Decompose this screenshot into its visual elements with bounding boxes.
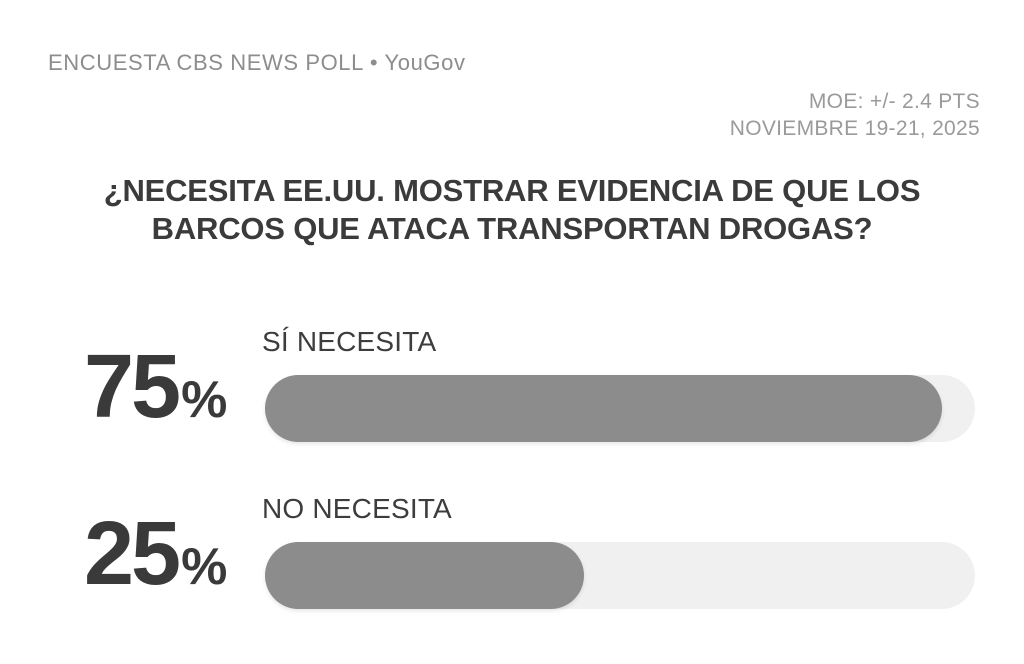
- poll-date-text: NOVIEMBRE 19-21, 2025: [729, 117, 980, 140]
- bar-track-si: [265, 375, 975, 442]
- margin-of-error-text: MOE: +/- 2.4 PTS: [808, 90, 980, 113]
- percent-sign: %: [181, 371, 228, 429]
- bar-label-no-necesita: NO NECESITA: [262, 493, 452, 524]
- poll-title-line-1: ¿NECESITA EE.UU. MOSTRAR EVIDENCIA DE QU…: [103, 173, 921, 208]
- percent-value-si: 75 %: [84, 342, 227, 432]
- poll-title-line-2: BARCOS QUE ATACA TRANSPORTAN DROGAS?: [151, 211, 873, 246]
- poll-source-label: ENCUESTA CBS NEWS POLL • YouGov: [48, 50, 466, 75]
- poll-meta: MOE: +/- 2.4 PTS NOVIEMBRE 19-21, 2025: [730, 88, 980, 142]
- percent-sign: %: [181, 538, 228, 596]
- poll-title: ¿NECESITA EE.UU. MOSTRAR EVIDENCIA DE QU…: [0, 172, 1024, 248]
- percent-number: 25: [84, 504, 181, 604]
- percent-value-no: 25 %: [84, 509, 227, 599]
- bar-label-si-necesita: SÍ NECESITA: [262, 326, 437, 357]
- bar-fill-si: [265, 375, 942, 442]
- bar-fill-no: [265, 542, 584, 609]
- percent-number: 75: [84, 337, 181, 437]
- bar-row-no-necesita: 25 % NO NECESITA: [0, 493, 1024, 628]
- bar-track-no: [265, 542, 975, 609]
- bar-row-si-necesita: 75 % SÍ NECESITA: [0, 326, 1024, 461]
